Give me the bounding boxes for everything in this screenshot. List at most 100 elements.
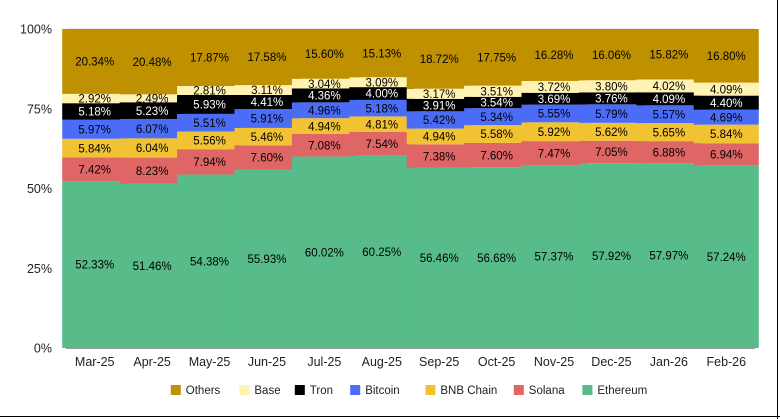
bar-segment-bitcoin bbox=[177, 113, 243, 132]
y-tick-label: 75% bbox=[27, 102, 52, 116]
y-axis-ticks: 0% 25% 50% 75% 100% bbox=[20, 23, 52, 356]
bar-segment-others bbox=[521, 29, 587, 81]
data-label: 17.58% bbox=[247, 52, 286, 64]
bar-segment-solana bbox=[291, 133, 357, 157]
data-label: 5.34% bbox=[480, 112, 513, 124]
bar-segment-ethereum bbox=[119, 183, 185, 348]
data-label: 56.68% bbox=[477, 253, 516, 265]
data-labels: 52.33%7.42%5.84%5.97%5.18%2.92%20.34%51.… bbox=[75, 48, 746, 273]
legend-swatch bbox=[582, 385, 593, 395]
bar-segment-tron bbox=[693, 95, 759, 110]
bar-segment-tron bbox=[636, 92, 702, 106]
data-label: 57.92% bbox=[592, 251, 631, 263]
data-label: 54.38% bbox=[190, 256, 229, 268]
bar-segment-tron bbox=[62, 103, 128, 120]
legend-item-tron: Tron bbox=[294, 385, 333, 397]
bar-segment-base bbox=[521, 80, 587, 93]
data-label: 4.96% bbox=[308, 105, 341, 117]
bar-segment-others bbox=[464, 29, 530, 86]
bar-segment-others bbox=[693, 29, 759, 83]
legend-label: Tron bbox=[310, 385, 333, 397]
bar-segment-solana bbox=[406, 144, 472, 168]
data-label: 7.60% bbox=[251, 153, 284, 165]
data-label: 5.84% bbox=[78, 143, 111, 155]
y-tick-label: 0% bbox=[34, 342, 52, 356]
data-label: 16.80% bbox=[707, 51, 746, 63]
data-label: 5.84% bbox=[710, 129, 743, 141]
data-label: 16.06% bbox=[592, 50, 631, 62]
legend-item-ethereum: Ethereum bbox=[582, 385, 647, 397]
data-label: 3.80% bbox=[595, 81, 628, 93]
frame-right-border bbox=[777, 0, 778, 419]
bar-segment-base bbox=[693, 82, 759, 96]
bar-segment-bnb-chain bbox=[406, 128, 472, 145]
data-label: 7.47% bbox=[538, 148, 571, 160]
legend-item-base: Base bbox=[239, 385, 281, 397]
bar-segment-ethereum bbox=[291, 156, 357, 348]
data-label: 5.18% bbox=[365, 103, 398, 115]
legend-swatch bbox=[294, 385, 305, 395]
legend: Others Base Tron Bitcoin BNB Chain Solana Ethe… bbox=[170, 385, 647, 397]
data-label: 57.97% bbox=[649, 251, 688, 263]
legend-item-bitcoin: Bitcoin bbox=[350, 385, 400, 397]
data-label: 3.54% bbox=[480, 98, 513, 110]
data-label: 3.17% bbox=[423, 89, 456, 101]
bar-segment-solana bbox=[234, 145, 300, 170]
bar-segment-bnb-chain bbox=[291, 118, 357, 134]
bar-segment-solana bbox=[177, 149, 243, 175]
data-label: 5.55% bbox=[538, 109, 571, 121]
bar-segment-bitcoin bbox=[62, 119, 128, 139]
data-label: 15.60% bbox=[305, 49, 344, 61]
bar-segment-bnb-chain bbox=[119, 138, 185, 158]
data-label: 6.04% bbox=[136, 143, 169, 155]
data-label: 18.72% bbox=[420, 54, 459, 66]
bar-segment-others bbox=[349, 29, 415, 78]
bar-segment-bnb-chain bbox=[578, 122, 644, 141]
data-label: 2.92% bbox=[78, 94, 111, 106]
bar-segment-bitcoin bbox=[406, 111, 472, 129]
data-label: 57.24% bbox=[707, 252, 746, 264]
x-tick-label: Feb-26 bbox=[706, 355, 746, 369]
bar-segment-bitcoin bbox=[349, 99, 415, 117]
data-label: 15.82% bbox=[649, 49, 688, 61]
legend-item-others: Others bbox=[170, 385, 221, 397]
bar-segment-tron bbox=[521, 92, 587, 105]
bar-segment-bnb-chain bbox=[234, 127, 300, 146]
bar-segment-bitcoin bbox=[234, 109, 300, 128]
bar-segment-solana bbox=[636, 141, 702, 164]
bar-segment-bnb-chain bbox=[521, 122, 587, 142]
data-label: 60.02% bbox=[305, 247, 344, 259]
legend-swatch bbox=[350, 385, 361, 395]
bar-segment-solana bbox=[464, 142, 530, 168]
data-label: 6.88% bbox=[653, 147, 686, 159]
data-label: 8.23% bbox=[136, 166, 169, 178]
data-label: 4.81% bbox=[365, 119, 398, 131]
bar-segment-bitcoin bbox=[464, 108, 530, 126]
bar-segment-bnb-chain bbox=[62, 138, 128, 158]
bar-segment-base bbox=[636, 79, 702, 93]
bars bbox=[62, 29, 759, 348]
data-label: 7.42% bbox=[78, 164, 111, 176]
data-label: 5.56% bbox=[193, 136, 226, 148]
bar-segment-bitcoin bbox=[578, 104, 644, 123]
data-label: 5.79% bbox=[595, 109, 628, 121]
bar-segment-ethereum bbox=[349, 155, 415, 348]
data-label: 20.34% bbox=[75, 57, 114, 69]
bar-segment-bitcoin bbox=[636, 105, 702, 124]
bar-segment-solana bbox=[62, 157, 128, 182]
bar-segment-tron bbox=[291, 88, 357, 103]
bar-segment-base bbox=[234, 85, 300, 96]
data-label: 3.09% bbox=[365, 77, 398, 89]
data-label: 57.37% bbox=[535, 252, 574, 264]
x-tick-label: Mar-25 bbox=[75, 355, 115, 369]
data-label: 3.69% bbox=[538, 94, 571, 106]
bar-segment-tron bbox=[578, 92, 644, 105]
data-label: 56.46% bbox=[420, 253, 459, 265]
bar-segment-bitcoin bbox=[693, 109, 759, 125]
data-label: 7.38% bbox=[423, 151, 456, 163]
data-label: 2.49% bbox=[136, 94, 169, 106]
legend-item-bnb-chain: BNB Chain bbox=[425, 385, 497, 397]
bar-segment-bitcoin bbox=[119, 118, 185, 139]
data-label: 5.23% bbox=[136, 106, 169, 118]
